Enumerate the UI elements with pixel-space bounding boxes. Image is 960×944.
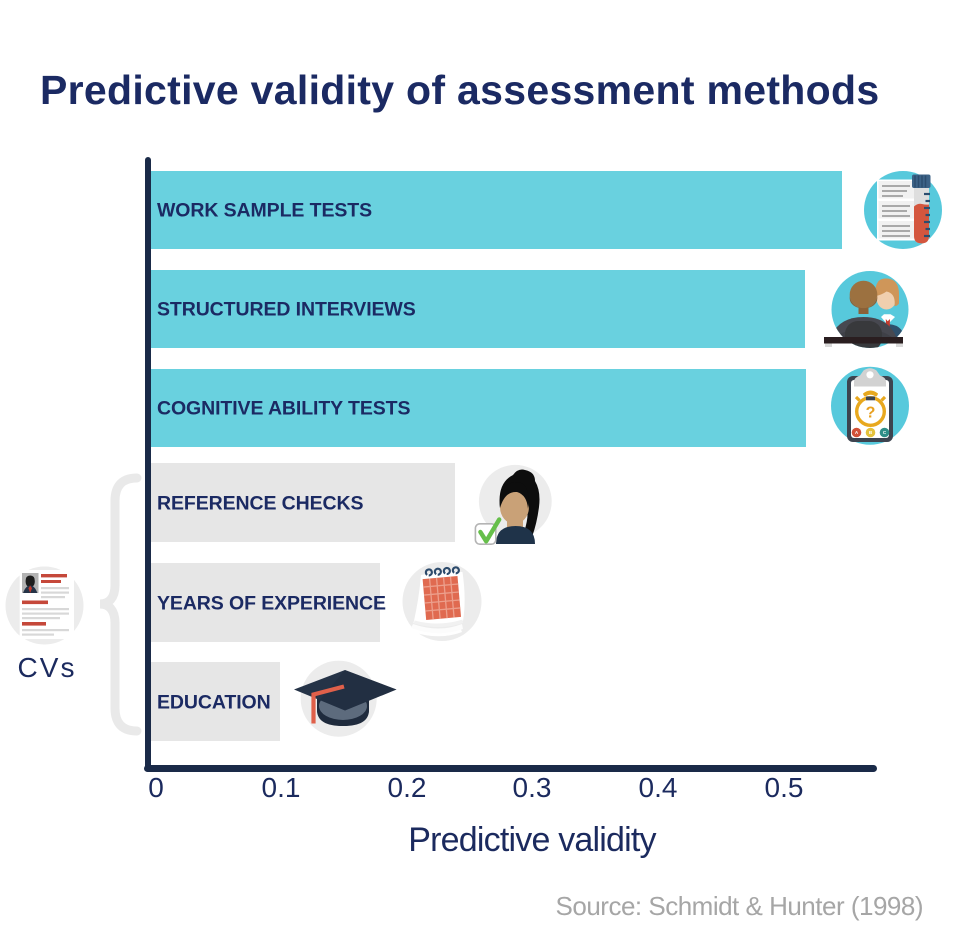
svg-text:?: ?: [866, 405, 876, 422]
svg-text:A: A: [855, 430, 859, 435]
svg-text:C: C: [883, 430, 887, 435]
svg-text:B: B: [869, 430, 873, 435]
